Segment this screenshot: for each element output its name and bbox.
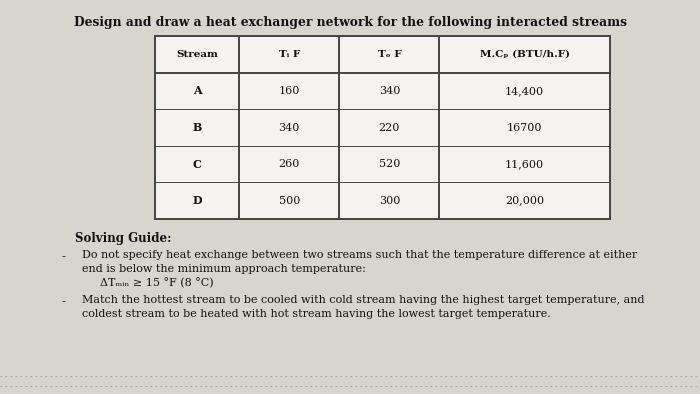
Text: 340: 340 bbox=[279, 123, 300, 132]
Text: 520: 520 bbox=[379, 159, 400, 169]
Text: M.Cₚ (BTU/h.F): M.Cₚ (BTU/h.F) bbox=[480, 50, 570, 59]
Text: end is below the minimum approach temperature:: end is below the minimum approach temper… bbox=[82, 264, 366, 274]
Text: Tᵢ F: Tᵢ F bbox=[279, 50, 300, 59]
Text: 260: 260 bbox=[279, 159, 300, 169]
Text: 220: 220 bbox=[379, 123, 400, 132]
Text: Stream: Stream bbox=[176, 50, 218, 59]
Text: Do not specify heat exchange between two streams such that the temperature diffe: Do not specify heat exchange between two… bbox=[82, 250, 637, 260]
Text: 340: 340 bbox=[379, 86, 400, 96]
Text: 500: 500 bbox=[279, 196, 300, 206]
Text: B: B bbox=[193, 122, 202, 133]
Text: 11,600: 11,600 bbox=[505, 159, 545, 169]
Bar bbox=[155, 36, 610, 219]
Text: D: D bbox=[193, 195, 202, 206]
Text: -: - bbox=[62, 295, 66, 308]
Text: C: C bbox=[193, 159, 202, 169]
Text: A: A bbox=[193, 85, 202, 97]
Text: Match the hottest stream to be cooled with cold stream having the highest target: Match the hottest stream to be cooled wi… bbox=[82, 295, 645, 305]
Text: coldest stream to be heated with hot stream having the lowest target temperature: coldest stream to be heated with hot str… bbox=[82, 309, 551, 319]
Text: 16700: 16700 bbox=[507, 123, 542, 132]
Text: Tₒ F: Tₒ F bbox=[377, 50, 401, 59]
Text: Design and draw a heat exchanger network for the following interacted streams: Design and draw a heat exchanger network… bbox=[74, 16, 626, 29]
Text: 300: 300 bbox=[379, 196, 400, 206]
Text: -: - bbox=[62, 250, 66, 263]
Text: 160: 160 bbox=[279, 86, 300, 96]
Text: ΔTₘᵢₙ ≥ 15 °F (8 °C): ΔTₘᵢₙ ≥ 15 °F (8 °C) bbox=[100, 278, 214, 289]
Text: 14,400: 14,400 bbox=[505, 86, 545, 96]
Text: Solving Guide:: Solving Guide: bbox=[75, 232, 172, 245]
Text: 20,000: 20,000 bbox=[505, 196, 545, 206]
